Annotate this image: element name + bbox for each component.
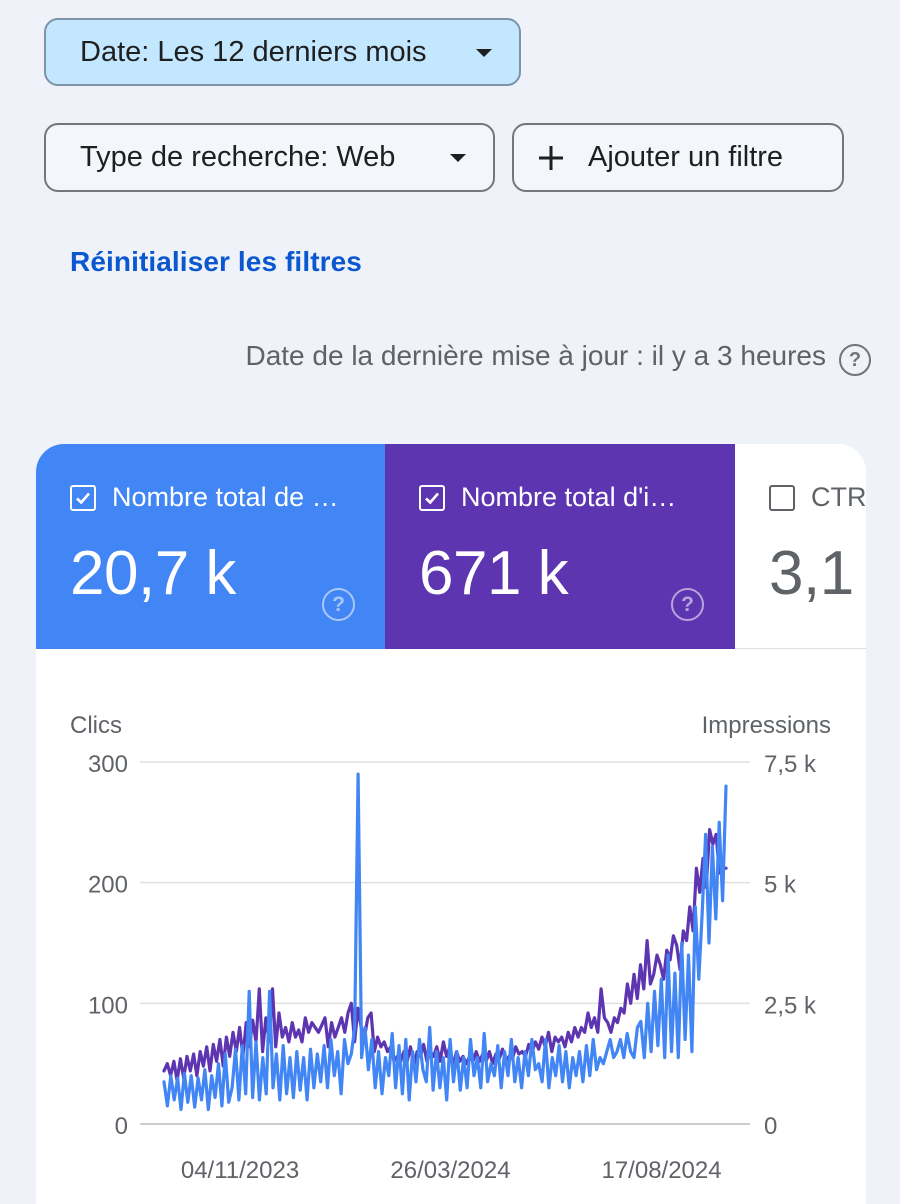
performance-card: Nombre total de … 20,7 k ? Nombre total … [36,444,866,1204]
metric-value: 20,7 k [70,539,236,608]
right-tick-label: 2,5 k [764,992,817,1019]
x-tick-label: 17/08/2024 [601,1157,721,1184]
metric-label: Nombre total d'i… [461,482,677,512]
metric-total-impressions[interactable]: Nombre total d'i… 671 k ? [385,444,735,649]
left-tick-label: 100 [88,992,128,1019]
date-filter-chip[interactable]: Date: Les 12 derniers mois [44,18,521,86]
metric-label: Nombre total de … [112,482,339,512]
right-axis-title: Impressions [702,712,831,739]
left-axis-title: Clics [70,712,122,739]
checkbox-checked-icon[interactable] [419,485,445,511]
help-icon[interactable]: ? [322,588,355,621]
clicks-series-line [162,772,728,1112]
impressions-series-line [162,828,728,1083]
help-icon[interactable]: ? [671,588,704,621]
caret-down-icon [450,154,466,162]
metric-label: CTR [811,482,866,512]
plus-icon [539,145,563,170]
reset-filters-link[interactable]: Réinitialiser les filtres [70,246,362,277]
performance-chart: 300 7,5 k 200 5 k 100 2,5 k 0 0 Clics Impressions… [70,712,831,1184]
metric-ctr[interactable]: CTR 3,1 [735,444,866,649]
left-tick-label: 200 [88,872,128,899]
search-type-filter-label: Type de recherche: Web [80,141,396,173]
right-tick-label: 0 [764,1113,777,1140]
metric-total-clicks[interactable]: Nombre total de … 20,7 k ? [36,444,385,649]
checkbox-checked-icon[interactable] [70,485,96,511]
x-tick-label: 26/03/2024 [390,1157,510,1184]
help-icon[interactable]: ? [839,344,871,376]
x-tick-label: 04/11/2023 [181,1157,299,1184]
checkbox-unchecked-icon[interactable] [769,485,795,511]
metric-value: 671 k [419,539,569,608]
right-tick-label: 5 k [764,872,797,899]
caret-down-icon [476,49,492,57]
add-filter-label: Ajouter un filtre [588,141,784,173]
metric-value: 3,1 [769,539,854,608]
left-tick-label: 0 [115,1113,128,1140]
right-tick-label: 7,5 k [764,751,817,778]
left-tick-label: 300 [88,751,128,778]
last-update-text: Date de la dernière mise à jour : il y a… [245,340,826,371]
search-type-filter-chip[interactable]: Type de recherche: Web [44,123,495,192]
date-filter-label: Date: Les 12 derniers mois [80,35,427,68]
add-filter-button[interactable]: Ajouter un filtre [512,123,844,192]
